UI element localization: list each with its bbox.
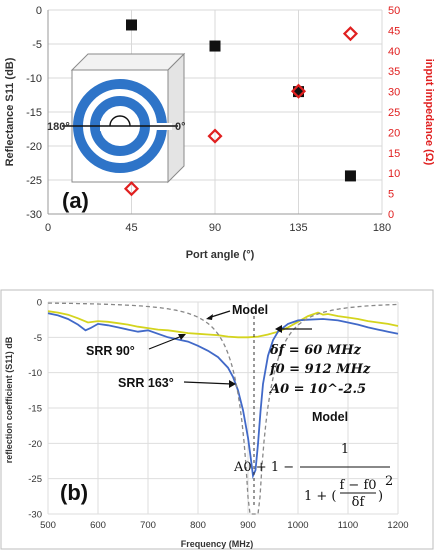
- panel-a-y2tick-label: 20: [388, 127, 400, 139]
- panel-b-ytick-label: -15: [28, 404, 42, 415]
- panel-b-xtick-label: 600: [90, 520, 106, 531]
- panel-b-ytick-label: -10: [28, 368, 42, 379]
- formula-den-numerator: f − f0: [339, 478, 376, 493]
- panel-b-annotations: Model SRR 90° SRR 163° δf = 60 MHz f0 = …: [86, 303, 393, 510]
- bandwidth-arrowhead: [275, 325, 282, 333]
- srr90-arrowhead: [178, 334, 186, 340]
- inset-label-180: 180°: [47, 121, 70, 133]
- model-curve: [48, 302, 399, 515]
- panel-a-ytick-label: -15: [26, 107, 42, 119]
- panel-b-frame: [0, 289, 434, 550]
- panel-b-grid: [47, 301, 399, 515]
- panel-b-xtick-label: 1200: [387, 520, 408, 531]
- srr163-label: SRR 163°: [118, 376, 174, 390]
- port-angle-arc: [109, 115, 131, 127]
- reflectance-point: [126, 19, 137, 31]
- panel-a-xtick-label: 45: [125, 222, 137, 234]
- model-label: Model: [232, 303, 268, 317]
- panel-b-xtick-label: 500: [40, 520, 56, 531]
- panel-a-y2tick-label: 10: [388, 168, 400, 180]
- f0-param: f0 = 912 MHz: [269, 362, 371, 377]
- panel-b-ytick-label: -20: [28, 439, 42, 450]
- panel-a-y2tick-label: 5: [388, 189, 394, 201]
- formula-title: Model: [312, 410, 348, 424]
- a0-param: A0 = 10^-2.5: [268, 382, 366, 397]
- inset-label-0: 0°: [175, 121, 186, 133]
- srr-inset-illustration: 180° 0°: [47, 52, 186, 184]
- panel-b-ytick-label: -25: [28, 474, 42, 485]
- impedance-point: [290, 83, 307, 99]
- panel-a-markers: [123, 19, 359, 197]
- delta-f-param: δf = 60 MHz: [269, 343, 361, 358]
- inset-box-side: [167, 52, 185, 184]
- panel-b-xtick-label: 900: [240, 520, 256, 531]
- panel-b-label: (b): [60, 480, 88, 505]
- panel-b-ytick-label: -30: [28, 510, 42, 521]
- panel-b-xtick-label: 700: [140, 520, 156, 531]
- panel-a-ytick-label: -10: [26, 73, 42, 85]
- impedance-point: [207, 128, 223, 144]
- panel-a-xlabel: Port angle (°): [186, 249, 255, 261]
- formula-den-denominator: δf: [352, 495, 366, 510]
- reflectance-point: [344, 170, 356, 182]
- panel-a-tick-labels: 0-5-10-15-20-25-300 45 90 135 18005101520253…: [26, 5, 400, 234]
- srr90-curve: [47, 310, 399, 339]
- panel-b-xtick-label: 800: [190, 520, 206, 531]
- reflectance-point: [209, 40, 221, 52]
- panel-a-xtick-label: 0: [45, 222, 51, 234]
- srr90-arrow: [148, 335, 183, 350]
- formula-exponent: 2: [385, 474, 393, 489]
- srr163-curve: [47, 312, 399, 480]
- model-arrowhead: [206, 314, 213, 320]
- panel-a-y2tick-label: 35: [388, 66, 400, 78]
- panel-b-ylabel: reflection coefficient (S11) dB: [4, 336, 14, 463]
- panel-a-y2tick-label: 45: [388, 25, 400, 37]
- panel-b-ytick-label: 0: [37, 298, 42, 309]
- formula-lead: A0 + 1 −: [233, 460, 294, 475]
- panel-a-ytick-label: -20: [26, 141, 42, 153]
- panel-a-ytick-label: -30: [26, 209, 42, 221]
- srr163-arrow: [183, 381, 233, 385]
- panel-a-y2tick-label: 50: [388, 5, 400, 17]
- panel-a-y2label: input impedance (Ω): [423, 59, 434, 166]
- panel-b-xlabel: Frequency (MHz): [181, 539, 254, 549]
- panel-a: 0-5-10-15-20-25-300 45 90 135 18005101520253…: [4, 5, 434, 261]
- panel-a-ytick-label: -25: [26, 175, 42, 187]
- panel-a-axes: [47, 10, 382, 215]
- panel-b-ytick-label: -5: [34, 333, 42, 344]
- panel-a-y2tick-label: 0: [388, 209, 394, 221]
- panel-b-xtick-label: 1000: [287, 520, 308, 531]
- impedance-point: [342, 26, 359, 42]
- reflectance-point: [293, 86, 304, 98]
- panel-a-y2tick-label: 15: [388, 148, 400, 160]
- panel-a-y2tick-label: 40: [388, 46, 400, 58]
- panel-a-ylabel: Reflectance S11 (dB): [4, 57, 16, 166]
- srr90-label: SRR 90°: [86, 344, 135, 358]
- panel-a-xtick-label: 90: [209, 222, 221, 234]
- panel-a-xtick-label: 135: [289, 222, 307, 234]
- formula-numerator: 1: [341, 442, 349, 457]
- panel-a-ytick-label: 0: [36, 5, 42, 17]
- panel-a-xtick-label: 180: [373, 222, 391, 234]
- panel-b-xtick-label: 1100: [338, 520, 358, 531]
- panel-b-series: [47, 302, 399, 515]
- panel-a-y2tick-label: 30: [388, 87, 400, 99]
- inset-box-top: [70, 53, 186, 71]
- formula-den-close: ): [378, 489, 383, 504]
- panel-a-ytick-label: -5: [32, 39, 42, 51]
- panel-a-y2tick-label: 25: [388, 107, 400, 119]
- panel-a-label: (a): [62, 188, 89, 213]
- impedance-point: [123, 181, 140, 197]
- srr163-arrowhead: [229, 380, 236, 388]
- formula-den-open: 1 + (: [304, 489, 337, 504]
